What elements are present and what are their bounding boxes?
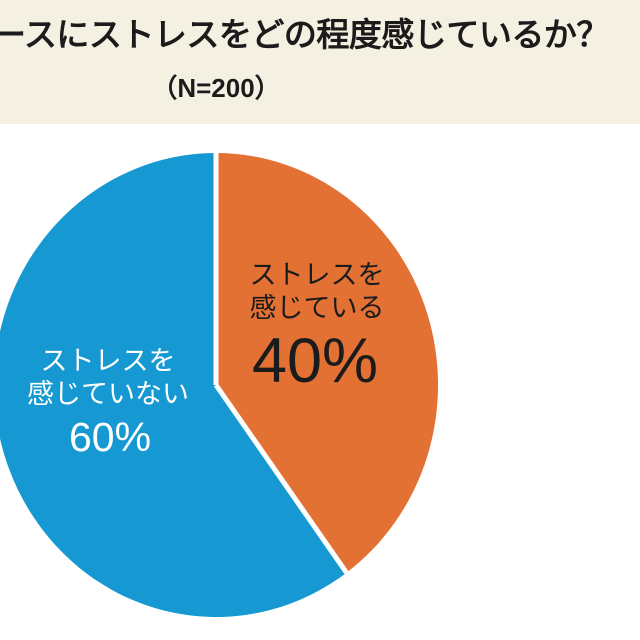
header-band: ースにストレスをどの程度感じているか？ （N=200）	[0, 0, 640, 124]
sample-size-label: （N=200）	[151, 73, 281, 103]
slice-label-line: ストレスを	[249, 260, 385, 290]
pie-slice-no-stress[interactable]	[0, 153, 347, 617]
pie-slice-stress-felt[interactable]	[216, 153, 439, 573]
slice-divider-diagonal	[213, 383, 349, 575]
slice-label-stress-felt: ストレスを 感じている	[207, 259, 427, 325]
chart-title: ースにストレスをどの程度感じているか？	[0, 16, 609, 53]
slice-label-no-stress: ストレスを 感じていない	[0, 345, 218, 411]
slice-percent-no-stress: 60%	[68, 414, 152, 460]
slice-label-line: 感じている	[249, 293, 385, 323]
slice-label-line: ストレスを	[40, 346, 176, 376]
slice-percent-stress-felt: 40%	[251, 326, 379, 396]
slice-label-line: 感じていない	[27, 379, 189, 409]
